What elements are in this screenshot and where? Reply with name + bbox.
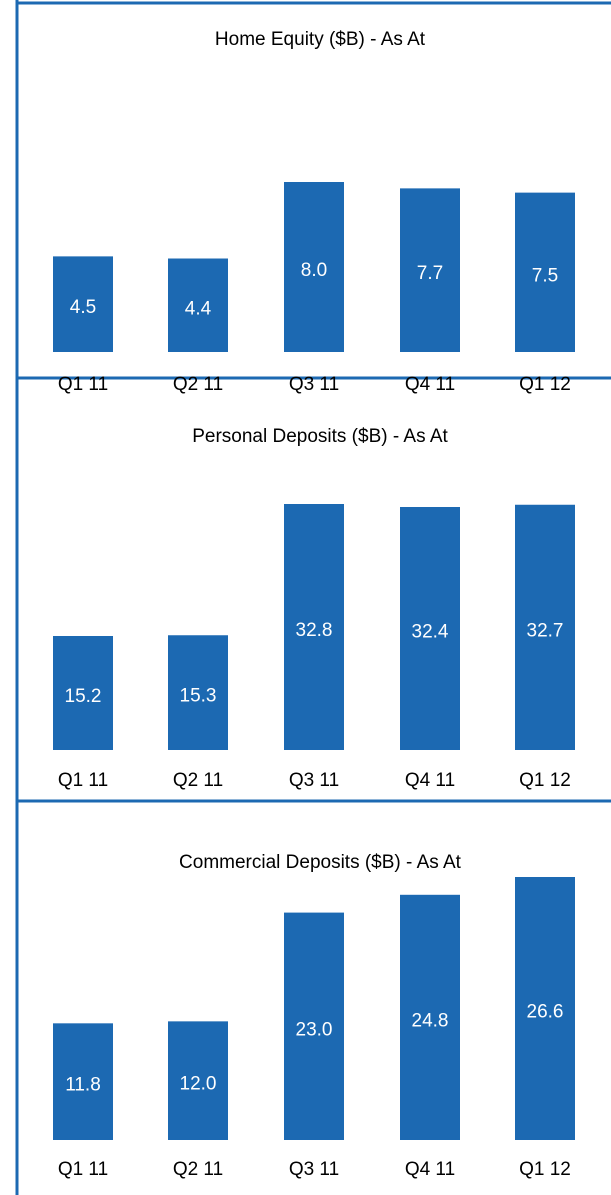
x-tick-label: Q1 11 [58, 1159, 108, 1180]
bar [400, 188, 460, 352]
value-label: 7.5 [532, 265, 558, 286]
bar [400, 507, 460, 750]
value-label: 32.8 [296, 620, 333, 641]
value-label: 23.0 [296, 1019, 333, 1040]
value-label: 4.4 [185, 298, 212, 319]
value-label: 11.8 [65, 1075, 101, 1096]
x-tick-label: Q1 12 [519, 1159, 571, 1180]
chart-title: Commercial Deposits ($B) - As At [179, 852, 462, 873]
bar [515, 504, 575, 750]
bar [400, 894, 460, 1140]
bar [53, 636, 113, 750]
x-tick-label: Q3 11 [289, 374, 339, 395]
bar [168, 258, 228, 352]
value-label: 26.6 [527, 1002, 564, 1023]
bar [284, 182, 344, 352]
value-label: 32.4 [412, 622, 449, 643]
bar [284, 912, 344, 1140]
x-tick-label: Q4 11 [405, 770, 455, 791]
chart-title: Home Equity ($B) - As At [215, 29, 426, 50]
bar [284, 504, 344, 750]
bar [515, 192, 575, 352]
bar [168, 1021, 228, 1140]
x-tick-label: Q1 11 [58, 770, 108, 791]
x-tick-label: Q1 12 [519, 374, 571, 395]
bar [168, 635, 228, 750]
bar [53, 256, 113, 352]
x-tick-label: Q4 11 [405, 374, 455, 395]
value-label: 15.3 [180, 686, 217, 707]
x-tick-label: Q2 11 [173, 770, 223, 791]
x-tick-label: Q2 11 [173, 374, 223, 395]
x-tick-label: Q3 11 [289, 1159, 339, 1180]
value-label: 12.0 [180, 1074, 217, 1095]
x-tick-label: Q4 11 [405, 1159, 455, 1180]
value-label: 4.5 [70, 297, 96, 318]
value-label: 32.7 [527, 620, 564, 641]
value-label: 8.0 [301, 260, 327, 281]
chart-title: Personal Deposits ($B) - As At [192, 426, 448, 447]
x-tick-label: Q3 11 [289, 770, 339, 791]
value-label: 24.8 [412, 1010, 449, 1031]
bar [53, 1023, 113, 1140]
x-tick-label: Q1 12 [519, 770, 571, 791]
x-tick-label: Q1 11 [58, 374, 108, 395]
value-label: 15.2 [65, 686, 102, 707]
value-label: 7.7 [417, 263, 443, 284]
bar [515, 877, 575, 1140]
x-tick-label: Q2 11 [173, 1159, 223, 1180]
